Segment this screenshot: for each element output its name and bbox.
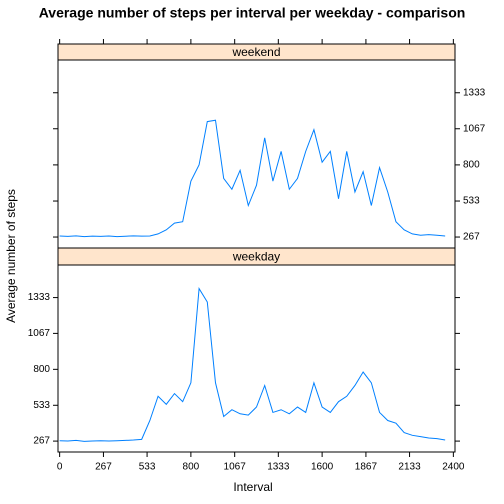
- strip-label: weekday: [232, 250, 280, 264]
- y-tick-label: 267: [33, 436, 50, 447]
- x-tick-label: 1067: [224, 462, 247, 473]
- x-tick-label: 0: [57, 462, 63, 473]
- y-tick-label: 800: [33, 364, 50, 375]
- x-tick-label: 1600: [311, 462, 334, 473]
- line: [59, 286, 446, 442]
- x-tick-label: 800: [183, 462, 200, 473]
- chart-title: Average number of steps per interval per…: [39, 5, 466, 21]
- y-tick-label: 1333: [463, 87, 486, 98]
- x-tick-label: 1333: [267, 462, 290, 473]
- strip-label: weekend: [231, 45, 280, 59]
- y-tick-label: 1067: [28, 328, 51, 339]
- y-tick-label: 533: [463, 196, 480, 207]
- y-tick-label: 267: [463, 232, 480, 243]
- x-tick-label: 533: [139, 462, 156, 473]
- x-tick-label: 267: [95, 462, 112, 473]
- y-tick-label: 1333: [28, 292, 51, 303]
- y-tick-label: 533: [33, 400, 50, 411]
- y-tick-label: 800: [463, 160, 480, 171]
- x-tick-label: 2133: [398, 462, 421, 473]
- x-tick-label: 1867: [355, 462, 378, 473]
- y-tick-label: 1067: [463, 123, 486, 134]
- panel: [57, 264, 456, 453]
- line: [59, 119, 446, 238]
- x-tick-label: 2400: [442, 462, 465, 473]
- y-axis-label: Average number of steps: [4, 189, 18, 323]
- x-axis-label: Interval: [233, 480, 272, 494]
